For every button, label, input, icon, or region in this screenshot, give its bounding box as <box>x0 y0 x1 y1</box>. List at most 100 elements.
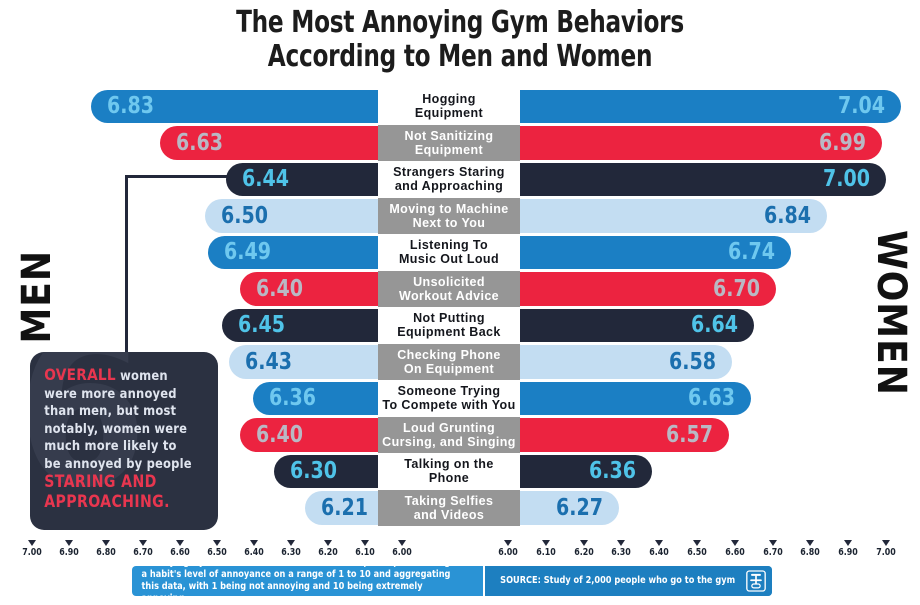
category-label-line1: Not Sanitizing <box>404 128 494 143</box>
axis-tick <box>28 540 36 546</box>
category-label-line2: Next to You <box>412 215 486 230</box>
bar-women: 6.74 <box>498 235 791 269</box>
axis-tick <box>693 540 701 546</box>
bar-value-women: 6.57 <box>665 421 713 448</box>
bar-value-men: 6.36 <box>269 385 317 412</box>
bar-value-men: 6.43 <box>245 348 293 375</box>
bar-value-men: 6.40 <box>255 421 303 448</box>
bar-value-men: 6.49 <box>224 239 272 266</box>
category-label-line2: On Equipment <box>403 361 495 376</box>
footnote-text: *Annoying Gym Behavior Score calculated … <box>141 557 451 604</box>
side-label-men: MEN <box>14 250 60 344</box>
axis-tick-label: 6.50 <box>687 547 707 558</box>
axis-tick-label: 6.60 <box>170 547 190 558</box>
axis-tick-label: 6.20 <box>573 547 594 558</box>
category-label-line1: Strangers Staring <box>393 165 505 180</box>
bar-women: 6.70 <box>498 272 777 306</box>
category-label: Checking Phone On Equipment <box>378 343 520 380</box>
axis-tick-label: 6.20 <box>318 547 338 558</box>
bar-women: 6.57 <box>498 418 729 452</box>
axis-tick <box>361 540 369 546</box>
axis-tick-label: 6.80 <box>96 547 116 558</box>
axis-tick <box>655 540 664 546</box>
axis-tick-label: 6.10 <box>536 547 556 558</box>
side-label-women: WOMEN <box>868 230 914 396</box>
category-label: Unsolicited Workout Advice <box>378 270 520 307</box>
chart-row: 6.83 7.04 Hogging Equipment <box>0 88 920 125</box>
axis-tick <box>176 540 184 546</box>
category-label-line2: Equipment <box>414 106 484 121</box>
category-label: Taking Selfies and Videos <box>378 489 520 526</box>
axis-tick <box>65 540 73 546</box>
axis-tick <box>250 540 258 546</box>
chart-row: 6.40 6.57 Loud Grunting Cursing, and Singin… <box>0 416 920 453</box>
diverging-bar-chart: 6.83 7.04 Hogging Equipment 6.63 6.99 Not Sani… <box>0 88 920 530</box>
overall-callout: 6 OVERALL women were more annoyed than m… <box>30 352 218 530</box>
bar-value-men: 6.63 <box>176 129 224 156</box>
category-label-line1: Someone Trying <box>397 384 501 399</box>
axis-tick-label: 6.00 <box>392 547 412 558</box>
bar-women: 7.00 <box>498 162 886 196</box>
category-label-line1: Listening To <box>409 238 489 253</box>
bar-value-women: 6.64 <box>691 312 739 339</box>
axis-men: 7.00 6.90 6.80 6.70 6.60 6.50 6.40 6.30 6.20 6.10… <box>22 536 412 560</box>
category-label-line2: Equipment Back <box>397 325 501 340</box>
callout-connector-vertical <box>125 175 128 357</box>
category-label: Not Sanitizing Equipment <box>378 124 520 161</box>
category-label-line2: and Videos <box>413 507 485 522</box>
bar-men: 6.40 <box>239 418 400 452</box>
axis-tick <box>102 540 110 546</box>
title-line-1: The Most Annoying Gym Behaviors <box>236 5 684 40</box>
bar-men: 6.36 <box>253 381 400 415</box>
axis-tick-label: 6.80 <box>800 547 821 558</box>
axis-tick <box>139 540 147 546</box>
chart-row: 6.40 6.70 Unsolicited Workout Advice <box>0 270 920 307</box>
axis-tick <box>844 540 853 546</box>
chart-row: 6.36 6.63 Someone Trying To Compete with Yo… <box>0 380 920 417</box>
axis-tick-label: 6.10 <box>355 547 375 558</box>
category-label-line1: Talking on the <box>404 457 494 472</box>
bar-value-women: 6.74 <box>727 239 775 266</box>
category-label: Hogging Equipment <box>378 88 520 125</box>
chart-row: 6.30 6.36 Talking on the Phone <box>0 453 920 490</box>
page-title: The Most Annoying Gym Behaviors Accordin… <box>64 6 855 74</box>
bar-women: 6.84 <box>498 199 828 233</box>
bar-value-women: 6.36 <box>588 458 636 485</box>
bar-men: 6.43 <box>229 345 400 379</box>
bar-value-men: 6.40 <box>255 275 303 302</box>
callout-text: OVERALL women were more annoyed than men… <box>30 352 209 512</box>
category-label: Talking on the Phone <box>378 453 520 490</box>
axis-tick-label: 6.00 <box>498 547 518 558</box>
source-block: SOURCE: Study of 2,000 people who go to … <box>482 566 772 596</box>
bar-women: 6.64 <box>498 308 755 342</box>
axis-tick <box>730 540 739 546</box>
axis-tick-label: 6.90 <box>838 547 858 558</box>
bar-women: 6.36 <box>498 454 652 488</box>
category-label-line2: To Compete with You <box>382 398 516 413</box>
source-text: SOURCE: Study of 2,000 people who go to … <box>499 575 735 586</box>
axis-tick-label: 6.70 <box>762 547 783 558</box>
callout-body: women were more annoyed than men, but mo… <box>44 368 192 472</box>
bar-value-women: 6.70 <box>713 275 761 302</box>
axis-tick-label: 6.30 <box>611 547 632 558</box>
bar-women: 6.99 <box>498 126 883 160</box>
axis-tick <box>617 540 626 546</box>
chart-row: 6.50 6.84 Moving to Machine Next to You <box>0 197 920 234</box>
axis-tick <box>579 540 588 546</box>
callout-connector-horizontal <box>125 175 235 178</box>
axis-tick <box>324 540 332 546</box>
category-label: Moving to Machine Next to You <box>378 197 520 234</box>
bar-value-women: 7.00 <box>822 166 870 193</box>
category-label-line1: Hogging <box>422 92 476 107</box>
chart-row: 6.49 6.74 Listening To Music Out Loud <box>0 234 920 271</box>
category-label-line2: Music Out Loud <box>398 252 500 267</box>
axis-women: 6.00 6.10 6.20 6.30 6.40 6.50 6.60 6.70 6.80 6.90… <box>498 536 896 560</box>
category-label-line2: Phone <box>428 471 470 486</box>
axis-tick <box>213 540 221 546</box>
axis-tick <box>398 540 406 546</box>
axis-tick-label: 6.40 <box>649 547 669 558</box>
bar-women: 7.04 <box>498 89 901 123</box>
category-label: Someone Trying To Compete with You <box>378 380 520 417</box>
axis-tick-label: 6.60 <box>725 547 745 558</box>
bar-women: 6.63 <box>498 381 751 415</box>
